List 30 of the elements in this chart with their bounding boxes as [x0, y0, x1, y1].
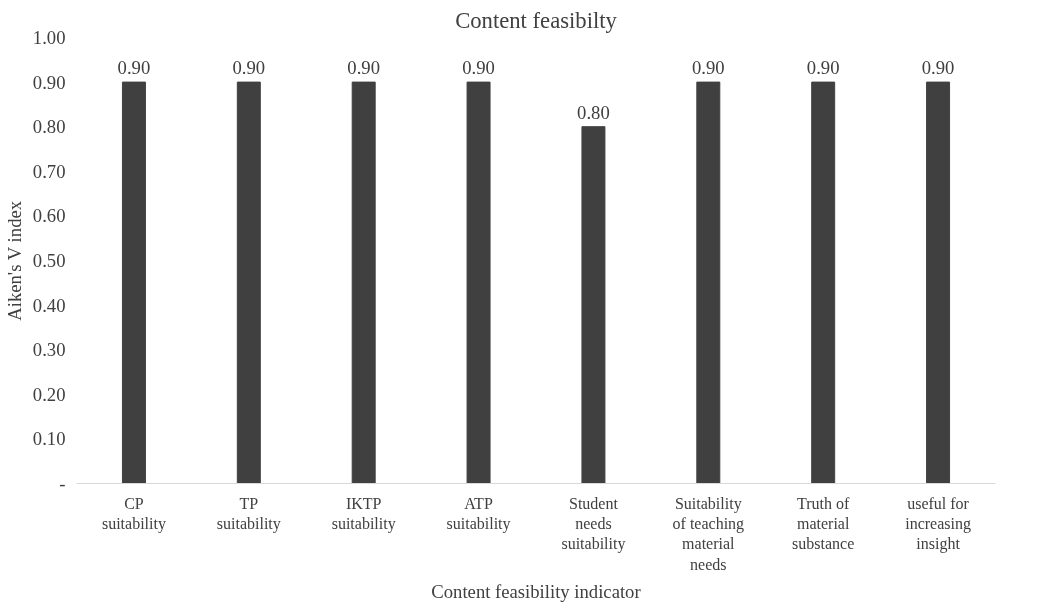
y-tick-label: 0.20	[32, 383, 66, 405]
data-label: 0.90	[347, 57, 381, 79]
y-tick-label: 0.80	[32, 116, 66, 138]
x-tick-label: Suitability of teaching material needs	[672, 494, 745, 573]
data-label: 0.90	[462, 57, 495, 79]
y-tick-label: 0.40	[32, 294, 66, 316]
x-axis-title: Content feasibility indicator	[431, 580, 642, 602]
y-tick-label: 0.90	[32, 71, 66, 93]
y-axis-title: Aiken's V index	[3, 200, 25, 321]
x-tick-label: IKTP suitability	[331, 494, 396, 533]
data-label: 0.90	[921, 57, 955, 79]
chart-title: Content feasibilty	[455, 7, 618, 33]
x-tick-label: ATP suitability	[446, 494, 511, 533]
y-tick-label: 0.10	[32, 428, 66, 450]
y-tick-label: 0.50	[32, 250, 66, 271]
x-tick-label: Truth of material substance	[792, 494, 855, 553]
y-tick-label: 0.60	[32, 205, 66, 227]
data-label: 0.90	[806, 57, 840, 79]
x-tick-label: TP suitability	[216, 494, 281, 533]
y-tick-label: 0.70	[32, 160, 66, 182]
data-label: 0.80	[577, 101, 610, 123]
y-tick-label: 0.30	[32, 339, 66, 361]
y-tick-label: 1.00	[32, 27, 66, 48]
x-tick-label: Student needs suitability	[561, 494, 626, 554]
x-tick-label: CP suitability	[101, 494, 166, 533]
x-tick-label: useful for increasing insight	[905, 494, 971, 554]
data-label: 0.90	[691, 57, 725, 79]
data-label: 0.90	[232, 57, 266, 79]
data-label: 0.90	[117, 57, 151, 79]
y-tick-label: -	[59, 473, 66, 494]
